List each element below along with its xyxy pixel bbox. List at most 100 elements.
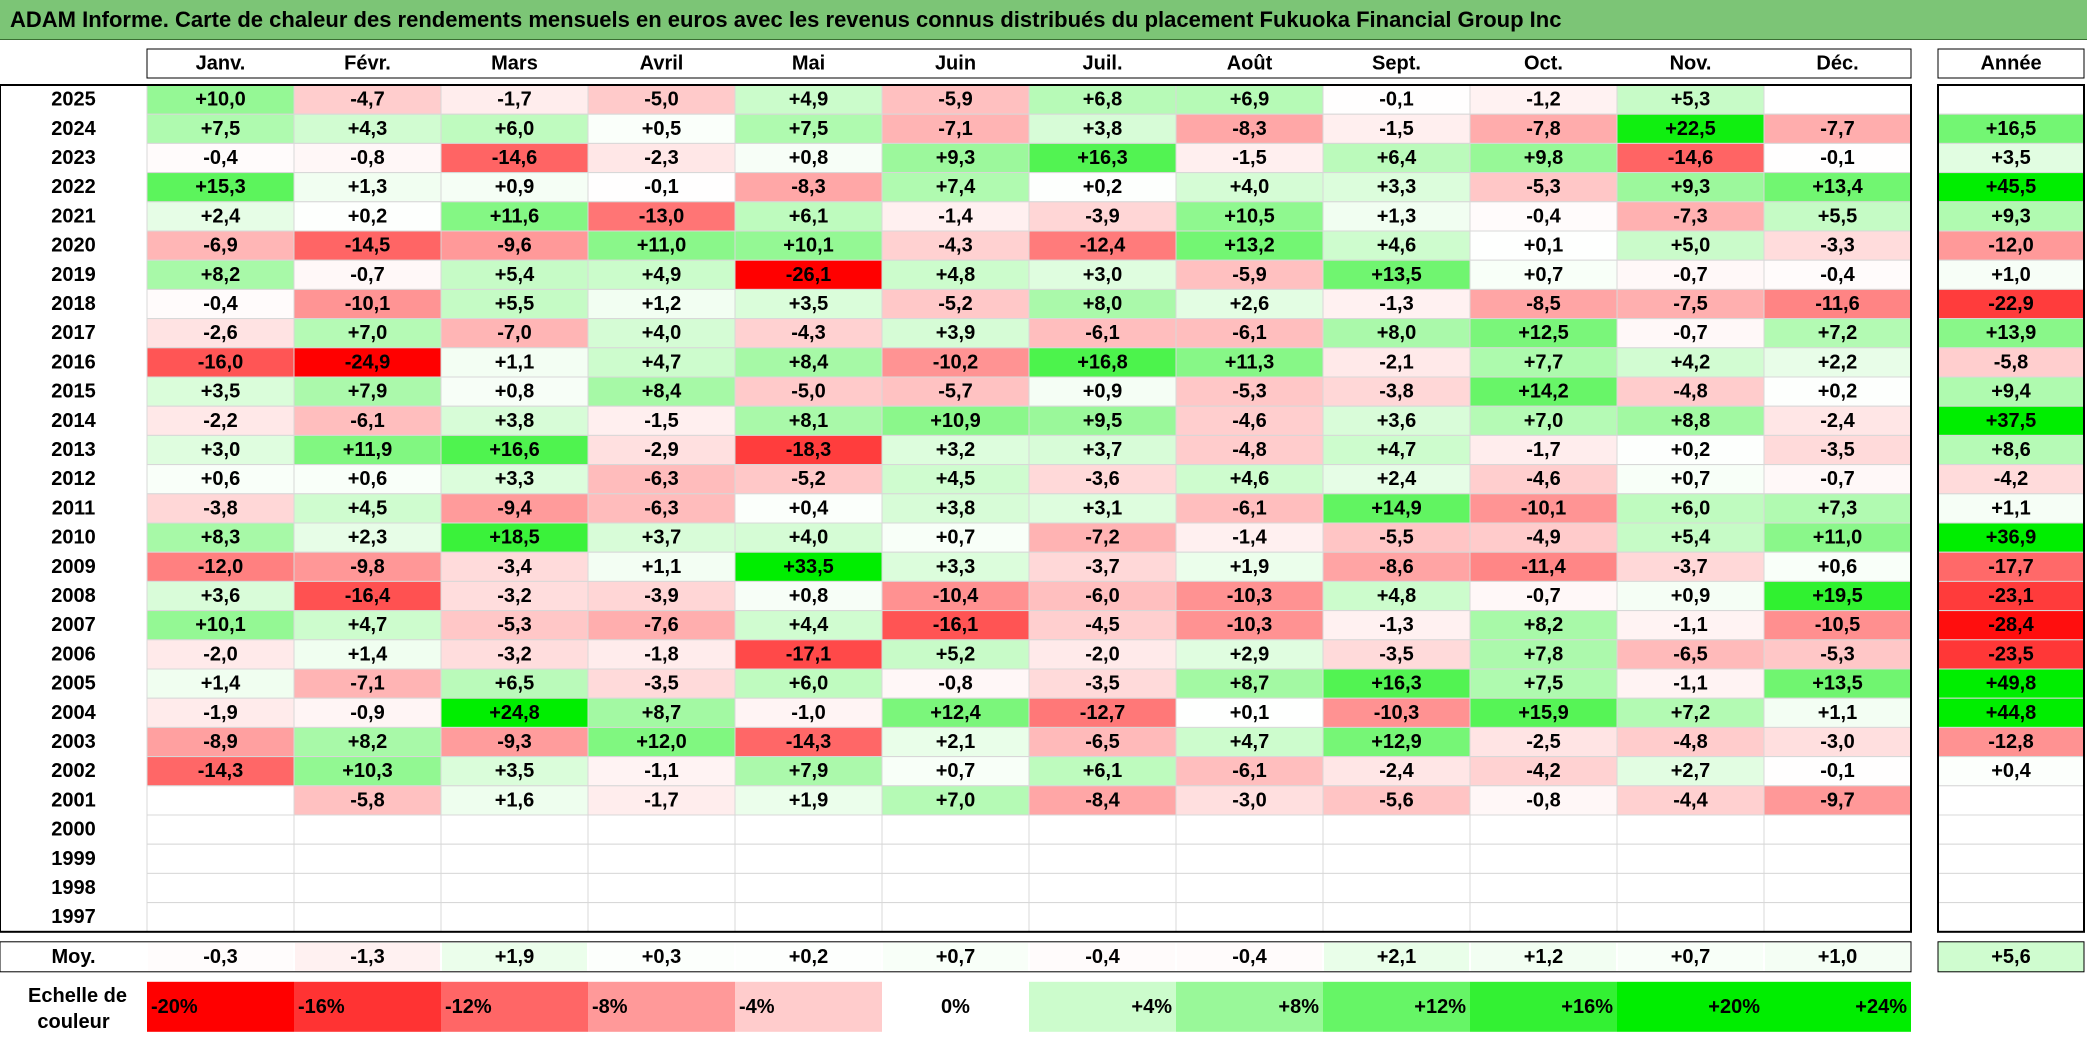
month-header-0: Janv. xyxy=(196,53,246,75)
cell-value: -14,3 xyxy=(198,760,244,782)
cell-value: +4,0 xyxy=(642,322,681,344)
scale-step-label: +12% xyxy=(1414,996,1466,1018)
heatmap-cell xyxy=(293,610,442,641)
heatmap-cell xyxy=(1175,493,1324,524)
cell-value: -2,5 xyxy=(1526,731,1560,753)
heatmap-cell xyxy=(1469,172,1618,203)
heatmap-cell xyxy=(881,259,1030,290)
year-label-2021: 2021 xyxy=(51,205,96,227)
cell-value: -2,6 xyxy=(203,322,237,344)
cell-value: +3,9 xyxy=(936,322,975,344)
cell-value: -0,4 xyxy=(203,147,238,169)
cell-value: -7,6 xyxy=(644,614,678,636)
cell-value: -4,3 xyxy=(938,235,972,257)
heatmap-cell xyxy=(1616,902,1765,933)
cell-value: +3,8 xyxy=(936,497,975,519)
cell-value: +3,0 xyxy=(201,439,240,461)
cell-value: -0,7 xyxy=(1673,264,1707,286)
heatmap-cell xyxy=(1322,172,1471,203)
cell-value: -5,2 xyxy=(938,293,972,315)
heatmap-cell xyxy=(734,172,883,203)
cell-value: +2,9 xyxy=(1230,643,1269,665)
heatmap-cell xyxy=(1763,493,1912,524)
annual-cell xyxy=(1937,726,2085,758)
year-label-2015: 2015 xyxy=(51,381,96,403)
annual-value: -28,4 xyxy=(1988,614,2034,636)
heatmap-cell xyxy=(1616,434,1765,466)
scale-swatch xyxy=(147,981,294,1032)
year-label-2023: 2023 xyxy=(51,147,96,169)
heatmap-cell xyxy=(440,142,589,174)
cell-value: +0,8 xyxy=(495,381,534,403)
cell-value: +14,2 xyxy=(1518,381,1569,403)
annual-cell xyxy=(1937,172,2085,203)
year-label-2007: 2007 xyxy=(51,614,96,636)
cell-value: +7,3 xyxy=(1818,497,1857,519)
cell-value: -6,0 xyxy=(1085,585,1119,607)
heatmap-cell xyxy=(1616,142,1765,174)
heatmap-cell xyxy=(293,376,442,407)
cell-value: -6,1 xyxy=(350,410,384,432)
cell-value: +11,9 xyxy=(343,439,393,461)
heatmap-cell xyxy=(1763,172,1912,203)
year-label-2006: 2006 xyxy=(51,643,96,665)
scale-swatch xyxy=(1764,981,1911,1032)
heatmap-cell xyxy=(587,756,736,787)
heatmap-cell xyxy=(1616,872,1765,904)
heatmap-cell xyxy=(1616,113,1765,144)
heatmap-cell xyxy=(440,726,589,758)
cell-value: +18,5 xyxy=(489,527,540,549)
heatmap-cell xyxy=(1469,668,1618,699)
cell-value: +3,5 xyxy=(789,293,828,315)
heatmap-cell xyxy=(1028,84,1177,115)
heatmap-cell xyxy=(1763,318,1912,349)
cell-value: -0,4 xyxy=(1820,264,1855,286)
cell-value: +0,2 xyxy=(1818,381,1857,403)
cell-value: -7,5 xyxy=(1673,293,1707,315)
heatmap-cell xyxy=(1616,172,1765,203)
cell-value: -12,7 xyxy=(1080,702,1126,724)
cell-value: +6,9 xyxy=(1230,89,1269,111)
heatmap-cell xyxy=(293,434,442,466)
year-label-2010: 2010 xyxy=(51,527,96,549)
month-header-7: Août xyxy=(1227,53,1273,75)
cell-value: -4,5 xyxy=(1085,614,1119,636)
cell-value: -10,3 xyxy=(1227,585,1273,607)
cell-value: -7,1 xyxy=(350,673,384,695)
heatmap-cell xyxy=(146,288,295,320)
heatmap-cell xyxy=(881,230,1030,261)
annual-value: +0,4 xyxy=(1991,760,2031,782)
heatmap-cell xyxy=(1028,668,1177,699)
cell-value: -5,0 xyxy=(791,381,825,403)
month-header-10: Nov. xyxy=(1670,53,1712,75)
annual-value: +49,8 xyxy=(1986,673,2037,695)
cell-value: +9,5 xyxy=(1083,410,1122,432)
heatmap-cell xyxy=(587,172,736,203)
cell-value: +0,6 xyxy=(348,468,387,490)
month-header-8: Sept. xyxy=(1372,53,1421,75)
annual-cell xyxy=(1937,668,2085,699)
heatmap-cell xyxy=(1616,230,1765,261)
cell-value: +1,2 xyxy=(642,293,681,315)
heatmap-cell xyxy=(293,172,442,203)
cell-value: -5,9 xyxy=(938,89,972,111)
heatmap-cell xyxy=(881,639,1030,670)
year-label-1999: 1999 xyxy=(51,848,96,870)
cell-value: +12,4 xyxy=(930,702,981,724)
cell-value: +15,3 xyxy=(195,176,246,198)
cell-value: +4,2 xyxy=(1671,351,1710,373)
cell-value: +0,9 xyxy=(495,176,534,198)
cell-value: -9,8 xyxy=(350,556,384,578)
cell-value: -3,7 xyxy=(1673,556,1707,578)
cell-value: -6,1 xyxy=(1085,322,1119,344)
cell-value: -26,1 xyxy=(786,264,832,286)
heatmap-cell xyxy=(1028,551,1177,582)
cell-value: -16,0 xyxy=(198,351,244,373)
cell-value: -8,3 xyxy=(791,176,825,198)
heatmap-cell xyxy=(1028,493,1177,524)
heatmap-cell xyxy=(881,726,1030,758)
scale-step-label: -12% xyxy=(445,996,492,1018)
cell-value: +0,1 xyxy=(1230,702,1269,724)
heatmap-cell xyxy=(587,726,736,758)
heatmap-cell xyxy=(734,113,883,144)
